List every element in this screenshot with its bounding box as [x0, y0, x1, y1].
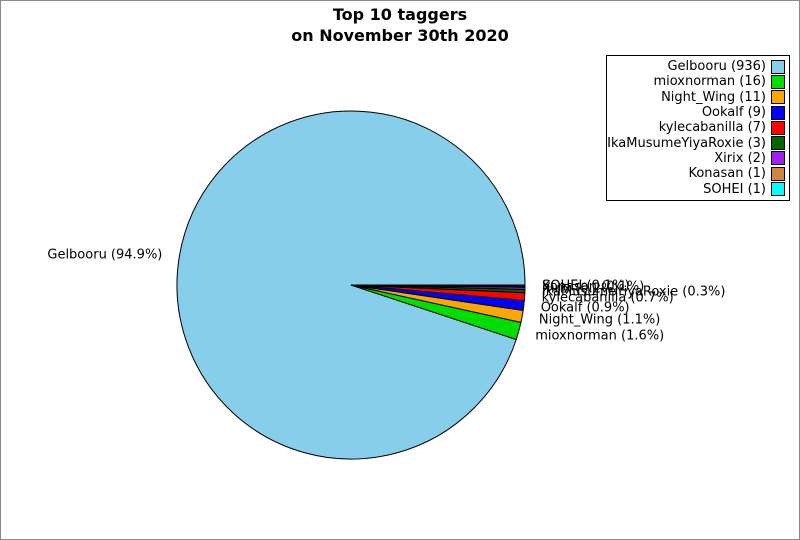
pie-label-Xirix: Xirix (0.2%): [542, 281, 619, 297]
chart-title: Top 10 taggers on November 30th 2020: [1, 4, 799, 46]
legend-swatch-icon: [771, 74, 785, 89]
legend-row-Night_Wing: Night_Wing (11): [609, 90, 787, 105]
legend-swatch-icon: [771, 120, 785, 135]
legend-box: Gelbooru (936) mioxnorman (16) Night_Wing …: [606, 55, 790, 201]
chart-title-line2: on November 30th 2020: [291, 26, 509, 45]
legend-label: IkaMusumeYiyaRoxie (3): [607, 135, 766, 151]
legend-label: SOHEI (1): [703, 181, 766, 197]
pie-slice-SOHEI: [350, 284, 526, 287]
legend-label: Night_Wing (11): [661, 89, 766, 105]
legend-row-Konasan: Konasan (1): [609, 166, 787, 181]
legend-swatch-icon: [771, 105, 785, 120]
legend-row-IkaMusumeYiyaRoxie: IkaMusumeYiyaRoxie (3): [607, 135, 787, 151]
legend-swatch-icon: [771, 136, 785, 151]
pie-label-Ookalf: Ookalf (0.9%): [540, 300, 630, 315]
legend-label: Ookalf (9): [701, 105, 766, 121]
legend-swatch-icon: [771, 182, 785, 197]
legend-row-kylecabanilla: kylecabanilla (7): [609, 120, 787, 135]
pie-label-IkaMusumeYiyaRoxie: IkaMusumeYiyaRoxie (0.3%): [541, 284, 726, 300]
legend-label: Xirix (2): [714, 150, 766, 166]
pie-label-SOHEI: SOHEI (0.1%): [542, 278, 630, 294]
legend-label: Konasan (1): [688, 166, 766, 182]
pie-label-Konasan: Konasan (0.1%): [542, 279, 645, 295]
legend-row-Gelbooru: Gelbooru (936): [609, 59, 787, 74]
legend-row-SOHEI: SOHEI (1): [609, 181, 787, 197]
legend-row-mioxnorman: mioxnorman (16): [609, 74, 787, 89]
legend-swatch-icon: [771, 151, 785, 166]
legend-row-Ookalf: Ookalf (9): [609, 105, 787, 120]
legend-label: mioxnorman (16): [653, 74, 766, 90]
pie-label-mioxnorman: mioxnorman (1.6%): [535, 328, 665, 343]
legend-label: kylecabanilla (7): [658, 120, 766, 136]
pie-label-Gelbooru: Gelbooru (94.9%): [47, 247, 163, 263]
legend-swatch-icon: [771, 90, 785, 105]
pie-label-Night_Wing: Night_Wing (1.1%): [538, 312, 661, 327]
legend-swatch-icon: [771, 166, 785, 181]
legend-label: Gelbooru (936): [667, 59, 766, 75]
pie-label-kylecabanilla: kylecabanilla (0.7%): [541, 290, 674, 306]
legend-row-Xirix: Xirix (2): [609, 151, 787, 166]
chart-title-line1: Top 10 taggers: [332, 5, 468, 24]
legend-swatch-icon: [771, 59, 785, 74]
